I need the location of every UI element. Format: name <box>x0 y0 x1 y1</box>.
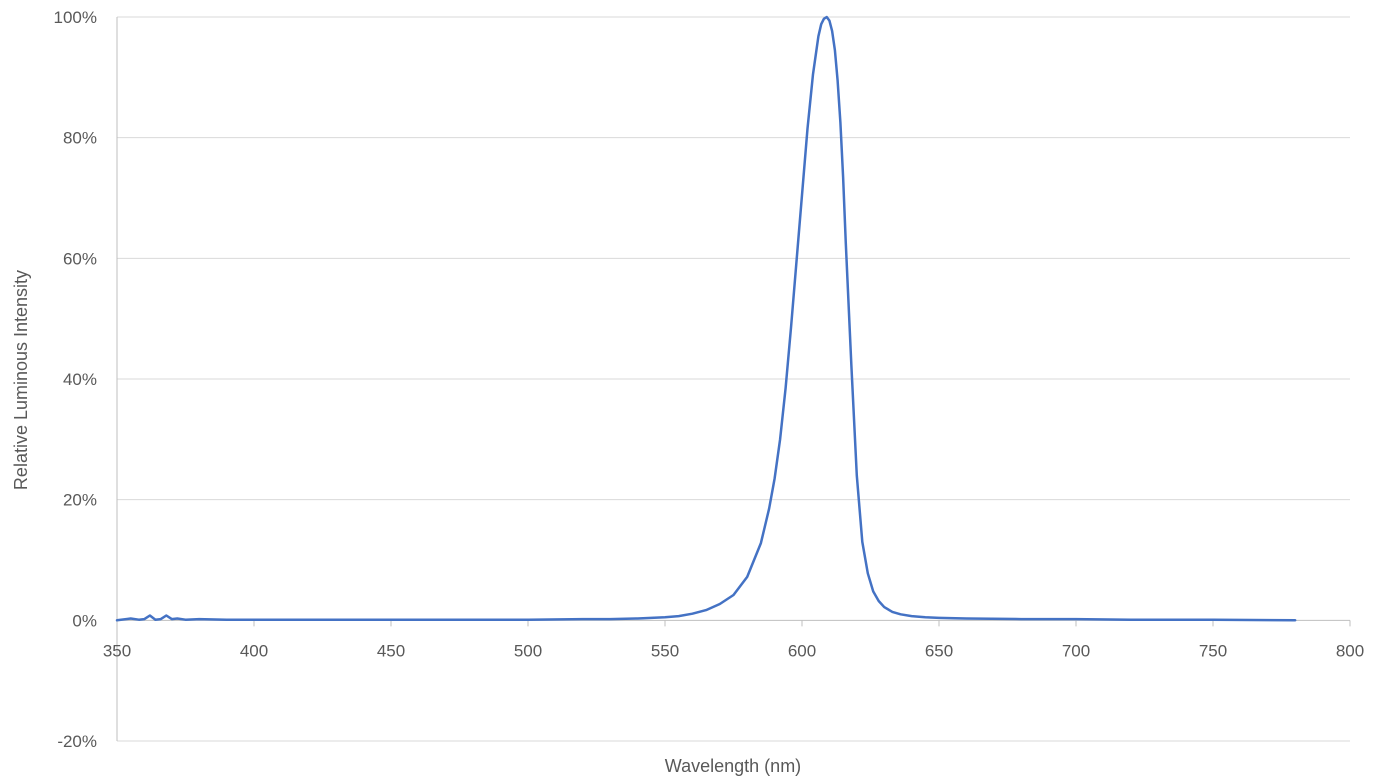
series-group <box>115 15 1297 622</box>
x-tick-label: 400 <box>240 641 268 660</box>
y-tick-label: 0% <box>72 611 97 630</box>
x-tick-label: 350 <box>103 641 131 660</box>
y-axis-title: Relative Luminous Intensity <box>11 270 31 490</box>
y-tick-label: 60% <box>63 249 97 268</box>
y-tick-label: 80% <box>63 129 97 148</box>
x-tick-label: 750 <box>1199 641 1227 660</box>
x-tick-label: 600 <box>788 641 816 660</box>
x-tick-label: 550 <box>651 641 679 660</box>
x-tick-label: 700 <box>1062 641 1090 660</box>
x-tick-label: 800 <box>1336 641 1364 660</box>
x-axis-title: Wavelength (nm) <box>665 756 801 776</box>
gridlines <box>117 16 1350 742</box>
series-line-0 <box>115 15 1297 622</box>
y-tick-label: 100% <box>54 8 97 27</box>
x-tick-label: 450 <box>377 641 405 660</box>
y-tick-label: -20% <box>57 732 97 751</box>
y-tick-label: 20% <box>63 491 97 510</box>
y-tick-label: 40% <box>63 370 97 389</box>
x-tick-label: 500 <box>514 641 542 660</box>
x-tick-labels: 350 400 450 500 550 600 650 700 750 800 <box>103 641 1364 660</box>
x-tick-label: 650 <box>925 641 953 660</box>
y-tick-labels: -20% 0% 20% 40% 60% 80% 100% <box>54 8 97 751</box>
